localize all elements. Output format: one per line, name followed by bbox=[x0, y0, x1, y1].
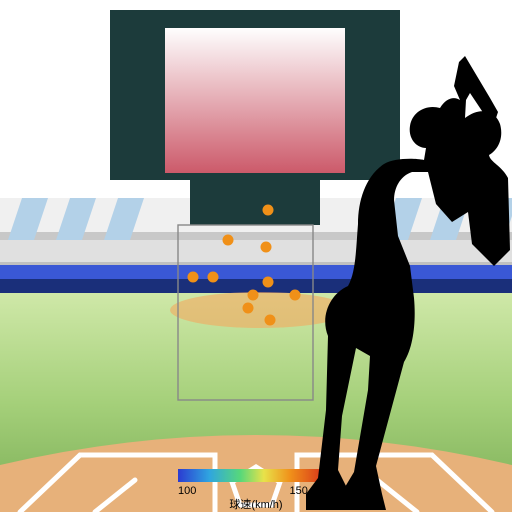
pitch-marker bbox=[223, 235, 234, 246]
pitch-marker bbox=[263, 277, 274, 288]
pitch-marker bbox=[208, 272, 219, 283]
colorbar-tick: 150 bbox=[290, 485, 308, 497]
scoreboard-neck bbox=[190, 180, 320, 225]
pitch-marker bbox=[243, 303, 254, 314]
pitch-location-diagram: 100 150 球速(km/h) bbox=[0, 0, 512, 512]
pitch-marker bbox=[263, 205, 274, 216]
pitch-marker bbox=[188, 272, 199, 283]
dirt-ellipse bbox=[170, 292, 350, 328]
pitch-marker bbox=[265, 315, 276, 326]
pitch-marker bbox=[261, 242, 272, 253]
pitch-marker bbox=[248, 290, 259, 301]
pitch-marker bbox=[290, 290, 301, 301]
colorbar bbox=[178, 469, 334, 482]
scoreboard-screen bbox=[165, 28, 345, 173]
colorbar-label: 球速(km/h) bbox=[229, 497, 282, 511]
colorbar-tick: 100 bbox=[178, 485, 196, 497]
bleachers-lower bbox=[0, 240, 512, 262]
outfield-wall-top bbox=[0, 265, 512, 279]
